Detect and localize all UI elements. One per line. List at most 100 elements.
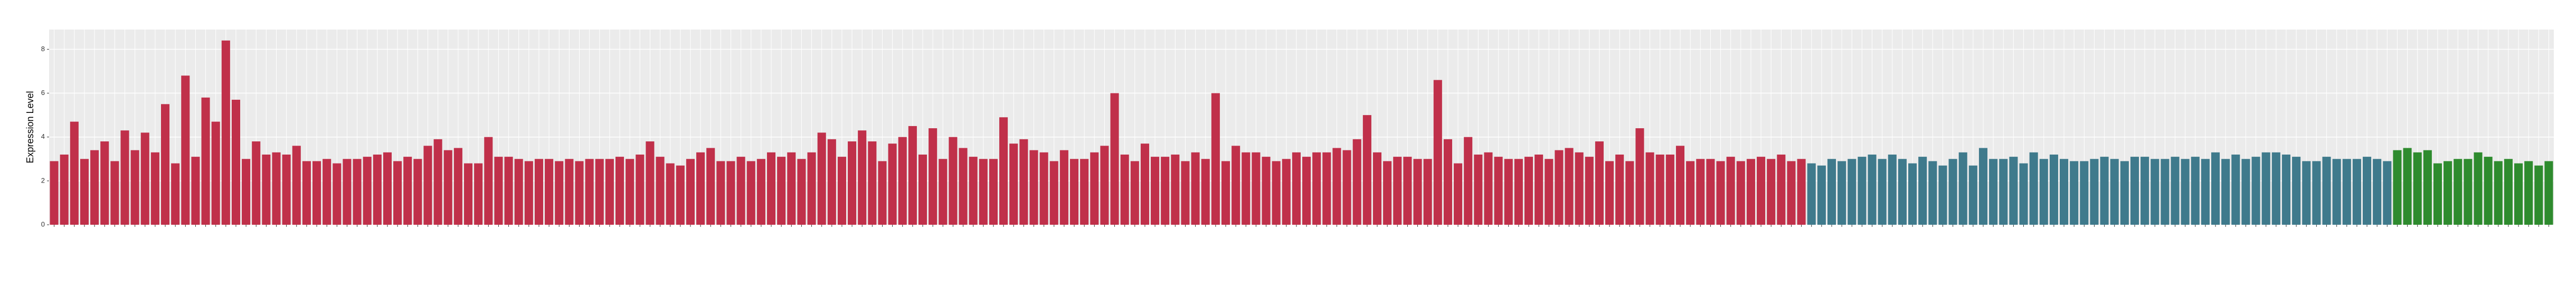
bar [100, 141, 109, 225]
bar [2080, 161, 2089, 225]
bar [1716, 161, 1725, 225]
bar [1029, 150, 1038, 225]
bar [2393, 150, 2402, 225]
bar [1403, 157, 1412, 225]
bar [1049, 161, 1058, 225]
bar [1615, 154, 1624, 225]
bar [1039, 152, 1048, 225]
bar [2070, 161, 2079, 225]
bar [231, 100, 240, 225]
bar [2211, 152, 2220, 225]
bar [252, 141, 261, 225]
bar [484, 137, 493, 225]
bar [2110, 159, 2119, 225]
bar [1302, 157, 1311, 225]
bar [585, 159, 594, 225]
bar [1372, 152, 1382, 225]
bar [898, 137, 907, 225]
bar [363, 157, 372, 225]
bar [1393, 157, 1402, 225]
bar [1272, 161, 1281, 225]
y-axis-label: Expression Level [25, 91, 35, 163]
bar [848, 141, 857, 225]
bar [1201, 159, 1210, 225]
bar [2261, 152, 2270, 225]
bar [545, 159, 554, 225]
bar [1383, 161, 1392, 225]
bar [1282, 159, 1291, 225]
bar [413, 159, 422, 225]
bar [1080, 159, 1089, 225]
bar [60, 154, 69, 225]
bar [2039, 159, 2048, 225]
y-tick-label: 8 [41, 45, 45, 53]
bar [453, 148, 462, 225]
bar [2474, 152, 2483, 225]
bar [1090, 152, 1099, 225]
bar [1464, 137, 1473, 225]
bar [1252, 152, 1261, 225]
bar [1757, 157, 1766, 225]
bar [2534, 165, 2543, 225]
bar [1009, 144, 1018, 225]
bar [2100, 157, 2109, 225]
bar [1494, 157, 1503, 225]
bar [2322, 157, 2331, 225]
bar [1968, 165, 1977, 225]
bar [1858, 157, 1867, 225]
bar [272, 152, 281, 225]
bar [2090, 159, 2099, 225]
bar [1777, 154, 1786, 225]
bar [2352, 159, 2361, 225]
bar [2161, 159, 2170, 225]
bar [959, 148, 968, 225]
bar [1948, 159, 1957, 225]
bar [615, 157, 624, 225]
bar [949, 137, 958, 225]
bar [150, 152, 159, 225]
bar [393, 161, 402, 225]
bar [1555, 150, 1564, 225]
bar [766, 152, 776, 225]
bar [110, 161, 119, 225]
bar [726, 161, 735, 225]
bar [969, 157, 978, 225]
bar [1989, 159, 1998, 225]
bar [1069, 159, 1079, 225]
bar [636, 154, 645, 225]
bar [1999, 159, 2008, 225]
bar [1645, 152, 1654, 225]
bar [656, 157, 665, 225]
bar [1322, 152, 1331, 225]
y-tick-label: 2 [41, 176, 45, 184]
bar [1928, 161, 1937, 225]
bar [2433, 163, 2442, 225]
bar [2181, 159, 2190, 225]
bar [191, 157, 200, 225]
bar [1524, 157, 1533, 225]
bar [120, 130, 129, 225]
bar [1454, 163, 1463, 225]
bar [1686, 161, 1695, 225]
bar [1535, 154, 1543, 225]
bar [878, 161, 887, 225]
bar [1888, 154, 1897, 225]
bar [858, 130, 867, 225]
bar [575, 161, 584, 225]
bar [423, 146, 432, 225]
bar [2151, 159, 2160, 225]
bar [1665, 154, 1674, 225]
bar [403, 157, 412, 225]
bar [999, 117, 1008, 225]
bar [939, 159, 948, 225]
bar [1898, 159, 1907, 225]
bar [1443, 139, 1452, 225]
bar [1827, 159, 1836, 225]
bar [130, 150, 139, 225]
bar [929, 128, 937, 225]
bar [2221, 159, 2230, 225]
bar [524, 161, 533, 225]
bar [1545, 159, 1554, 225]
bar [979, 159, 988, 225]
bar [908, 126, 917, 225]
